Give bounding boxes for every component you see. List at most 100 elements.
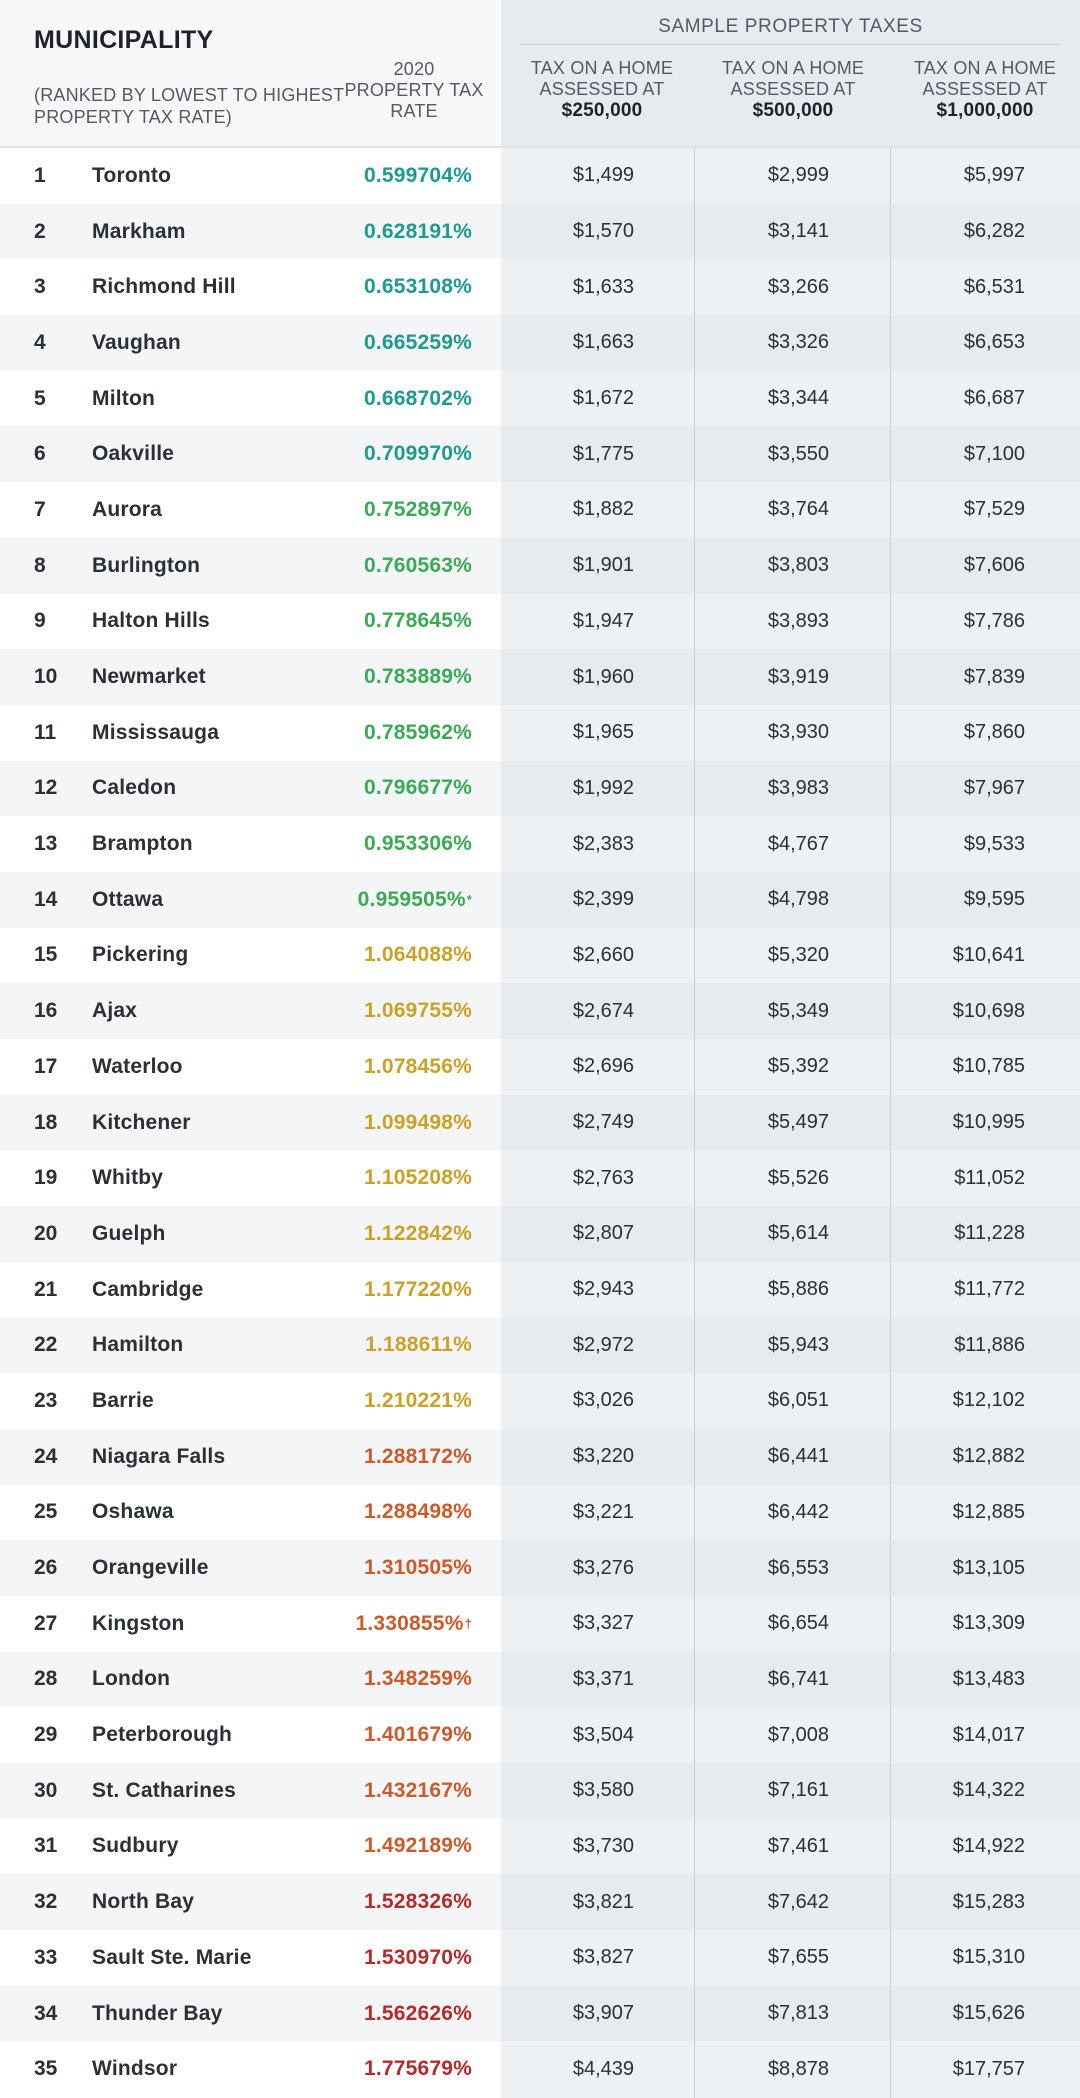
tax-rate-cell: 0.665259%: [300, 315, 472, 371]
municipality-cell: Guelph: [92, 1206, 342, 1262]
tax-rate-cell-text: 0.628191%: [363, 219, 472, 243]
tax-250k-cell: $1,672: [501, 371, 634, 427]
tax-1m-cell: $15,283: [890, 1874, 1025, 1930]
rank-cell: 30: [34, 1763, 74, 1819]
municipality-cell-text: Kingston: [92, 1611, 185, 1635]
rank-cell: 34: [34, 1986, 74, 2042]
tax-500k-cell-text: $6,442: [767, 1500, 829, 1523]
tax-250k-cell-text: $4,439: [572, 2057, 634, 2080]
tax-rate-cell-text: 1.528326%: [363, 1890, 472, 1914]
tax-250k-cell-text: $3,730: [572, 1834, 634, 1857]
tax-250k-cell-text: $3,907: [572, 2002, 634, 2025]
rank-cell: 28: [34, 1652, 74, 1708]
row-right-bg: [501, 816, 1080, 872]
tax-500k-cell-text: $5,943: [767, 1333, 829, 1356]
rank-cell-text: 21: [34, 1277, 58, 1301]
col-header-500k-amount: $500,000: [752, 100, 834, 121]
tax-500k-cell: $7,461: [696, 1819, 829, 1875]
tax-250k-cell: $3,371: [501, 1652, 634, 1708]
tax-1m-cell-text: $7,786: [963, 609, 1025, 632]
tax-250k-cell: $3,221: [501, 1485, 634, 1541]
rank-cell: 32: [34, 1874, 74, 1930]
tax-500k-cell-text: $3,344: [767, 387, 829, 410]
tax-250k-cell: $1,499: [501, 148, 634, 204]
row-right-bg: [501, 871, 1080, 928]
row-left-bg: [0, 1874, 501, 1930]
rank-cell: 11: [34, 705, 74, 761]
municipality-cell: Oakville: [92, 426, 342, 482]
tax-250k-cell-text: $1,992: [572, 776, 634, 799]
municipality-cell: Oshawa: [92, 1485, 342, 1541]
row-right-bg: [501, 1874, 1080, 1930]
tax-500k-cell: $5,614: [696, 1206, 829, 1262]
row-left-bg: [0, 816, 501, 872]
rank-cell-text: 33: [34, 1945, 58, 1969]
tax-rate-cell-text: 1.078456%: [363, 1054, 472, 1078]
rank-cell: 16: [34, 983, 74, 1039]
rank-cell-text: 4: [34, 330, 46, 354]
municipality-cell-text: Hamilton: [92, 1333, 184, 1357]
tax-500k-cell-text: $7,461: [767, 1834, 829, 1857]
municipality-cell: Cambridge: [92, 1262, 342, 1318]
tax-rate-cell-text: 0.665259%: [363, 330, 472, 354]
municipality-cell: Mississauga: [92, 705, 342, 761]
tax-rate-cell: 0.760563%: [300, 538, 472, 594]
municipality-cell-text: Burlington: [92, 553, 201, 577]
rate-footnote-mark: *: [466, 892, 472, 908]
tax-rate-cell-text: 0.796677%: [363, 776, 472, 800]
municipality-cell-text: Markham: [92, 219, 186, 243]
tax-500k-cell: $6,441: [696, 1429, 829, 1485]
table-row: 22 Hamilton 1.188611% $2,972 $5,943 $11,886: [0, 1317, 1080, 1374]
tax-250k-cell-text: $1,663: [572, 331, 634, 354]
municipality-cell: Whitby: [92, 1150, 342, 1206]
tax-rate-cell-text: 0.785962%: [363, 720, 472, 744]
table-header: MUNICIPALITY (RANKED BY LOWEST TO HIGHES…: [0, 0, 1080, 146]
municipality-cell: Brampton: [92, 816, 342, 872]
tax-rate-cell: 1.069755%: [300, 983, 472, 1039]
tax-500k-cell: $3,919: [696, 649, 829, 705]
row-left-bg: [0, 871, 501, 928]
municipality-cell: Newmarket: [92, 649, 342, 705]
rank-cell: 22: [34, 1317, 74, 1373]
table-row: 33 Sault Ste. Marie 1.530970% $3,827 $7,655 $…: [0, 1930, 1080, 1986]
tax-rate-cell: 1.775679%: [300, 2041, 472, 2097]
rank-cell-text: 9: [34, 609, 46, 633]
tax-rate-cell: 0.668702%: [300, 371, 472, 427]
tax-250k-cell: $1,960: [501, 649, 634, 705]
tax-250k-cell: $3,504: [501, 1707, 634, 1763]
row-left-bg: [0, 1985, 501, 2042]
rank-cell-text: 28: [34, 1667, 58, 1691]
tax-1m-cell: $5,997: [890, 148, 1025, 204]
tax-250k-cell: $3,730: [501, 1819, 634, 1875]
municipality-cell: London: [92, 1652, 342, 1708]
row-left-bg: [0, 983, 501, 1039]
tax-1m-cell-text: $17,757: [952, 2057, 1025, 2080]
tax-250k-cell-text: $3,220: [572, 1445, 634, 1468]
tax-500k-cell: $3,326: [696, 315, 829, 371]
row-right-bg: [501, 704, 1080, 761]
municipality-cell-text: Windsor: [92, 2057, 178, 2081]
tax-500k-cell: $3,764: [696, 482, 829, 538]
row-right-bg: [501, 760, 1080, 817]
tax-500k-cell-text: $7,813: [767, 2002, 829, 2025]
municipality-cell: Sudbury: [92, 1819, 342, 1875]
tax-500k-cell: $3,344: [696, 371, 829, 427]
rank-cell-text: 17: [34, 1054, 58, 1078]
tax-rate-cell: 1.288498%: [300, 1485, 472, 1541]
tax-250k-cell: $2,660: [501, 928, 634, 984]
tax-1m-cell: $7,529: [890, 482, 1025, 538]
rank-cell-text: 12: [34, 776, 58, 800]
tax-1m-cell-text: $6,653: [963, 331, 1025, 354]
ranking-note: (RANKED BY LOWEST TO HIGHEST PROPERTY TA…: [34, 85, 345, 127]
tax-500k-cell-text: $2,999: [767, 164, 829, 187]
tax-1m-cell: $12,102: [890, 1373, 1025, 1429]
tax-250k-cell: $2,972: [501, 1317, 634, 1373]
tax-rate-cell-text: 1.122842%: [363, 1221, 472, 1245]
rank-cell-text: 16: [34, 999, 58, 1023]
tax-1m-cell: $6,282: [890, 204, 1025, 260]
header-rule: [0, 146, 1080, 148]
rank-cell-text: 35: [34, 2057, 58, 2081]
tax-rate-cell: 1.348259%: [300, 1652, 472, 1708]
rank-cell-text: 8: [34, 553, 46, 577]
rank-cell-text: 5: [34, 386, 46, 410]
